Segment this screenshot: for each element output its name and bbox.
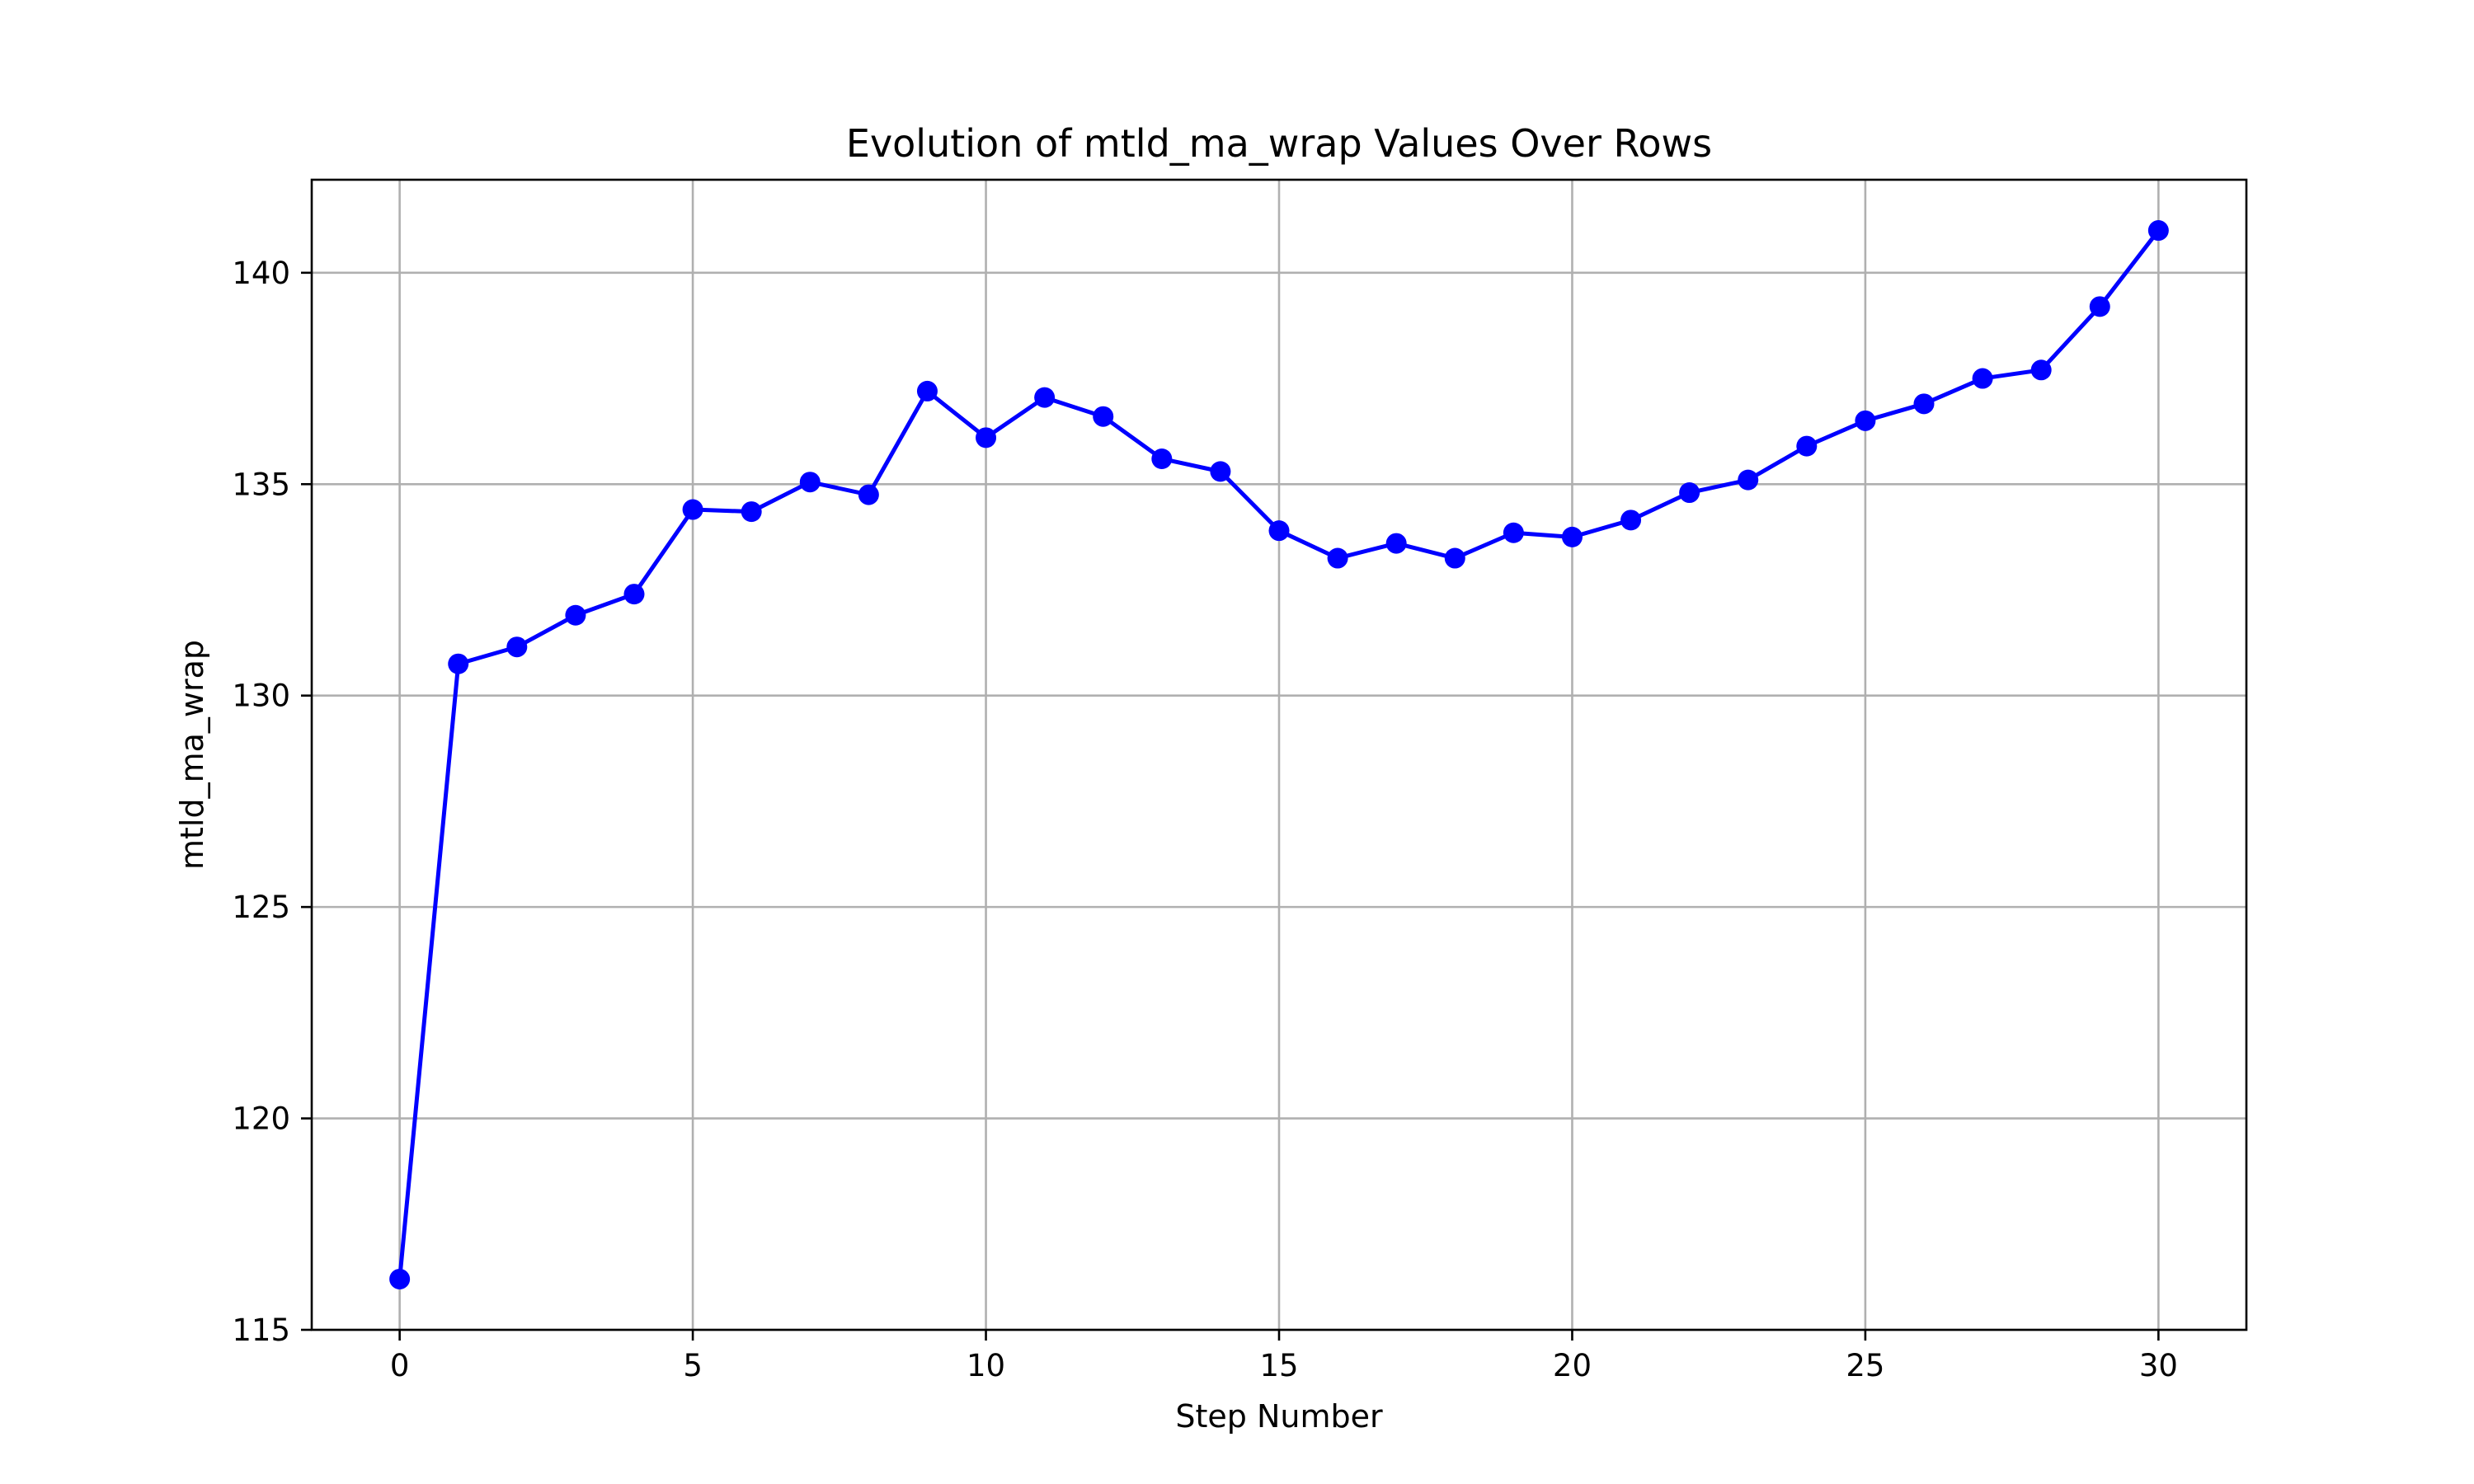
x-axis-label: Step Number [1175, 1398, 1383, 1435]
data-point [682, 499, 703, 520]
data-point [1385, 533, 1407, 554]
data-point [976, 427, 997, 448]
y-tick-label: 130 [232, 679, 290, 714]
data-point [741, 501, 762, 523]
data-point [1796, 435, 1818, 457]
y-tick-label: 120 [232, 1101, 290, 1137]
data-point [1268, 520, 1290, 542]
data-point [799, 472, 821, 493]
x-tick-label: 25 [1846, 1348, 1884, 1383]
data-point [1561, 526, 1583, 547]
x-tick-label: 20 [1553, 1348, 1592, 1383]
data-point [448, 653, 469, 674]
x-tick-label: 10 [967, 1348, 1005, 1383]
data-point [623, 584, 645, 605]
data-point [565, 604, 586, 626]
x-tick-label: 30 [2139, 1348, 2178, 1383]
y-tick-label: 140 [232, 256, 290, 291]
data-point [1093, 406, 1114, 427]
data-point [1738, 469, 1759, 491]
data-point [506, 636, 528, 658]
x-tick-label: 5 [683, 1348, 703, 1383]
grid-lines [312, 180, 2246, 1331]
data-point [1913, 393, 1935, 415]
data-point [1151, 448, 1173, 469]
y-tick-label: 115 [232, 1313, 290, 1348]
y-tick-label: 125 [232, 890, 290, 925]
x-tick-label: 0 [390, 1348, 410, 1383]
x-tick-label: 15 [1259, 1348, 1298, 1383]
data-point [389, 1268, 411, 1289]
data-point [2030, 359, 2052, 381]
data-point [2089, 296, 2110, 317]
y-tick-label: 135 [232, 467, 290, 502]
data-point [1620, 510, 1642, 531]
data-point [2147, 220, 2169, 242]
data-point [1210, 461, 1231, 482]
data-point [1855, 410, 1876, 431]
data-point [1503, 522, 1524, 543]
data-point [916, 380, 938, 402]
chart-title: Evolution of mtld_ma_wrap Values Over Ro… [846, 121, 1712, 166]
axis-ticks: 0 5 10 15 20 25 30 115 120 125 130 135 140 [232, 256, 2178, 1383]
data-point [1972, 368, 1993, 389]
y-axis-label: mtld_ma_wrap [174, 640, 210, 870]
data-point [1679, 482, 1700, 504]
data-point [1444, 547, 1465, 569]
data-point [858, 484, 879, 505]
series-layer [389, 220, 2169, 1289]
data-point [1327, 547, 1348, 569]
data-point [1034, 387, 1056, 408]
